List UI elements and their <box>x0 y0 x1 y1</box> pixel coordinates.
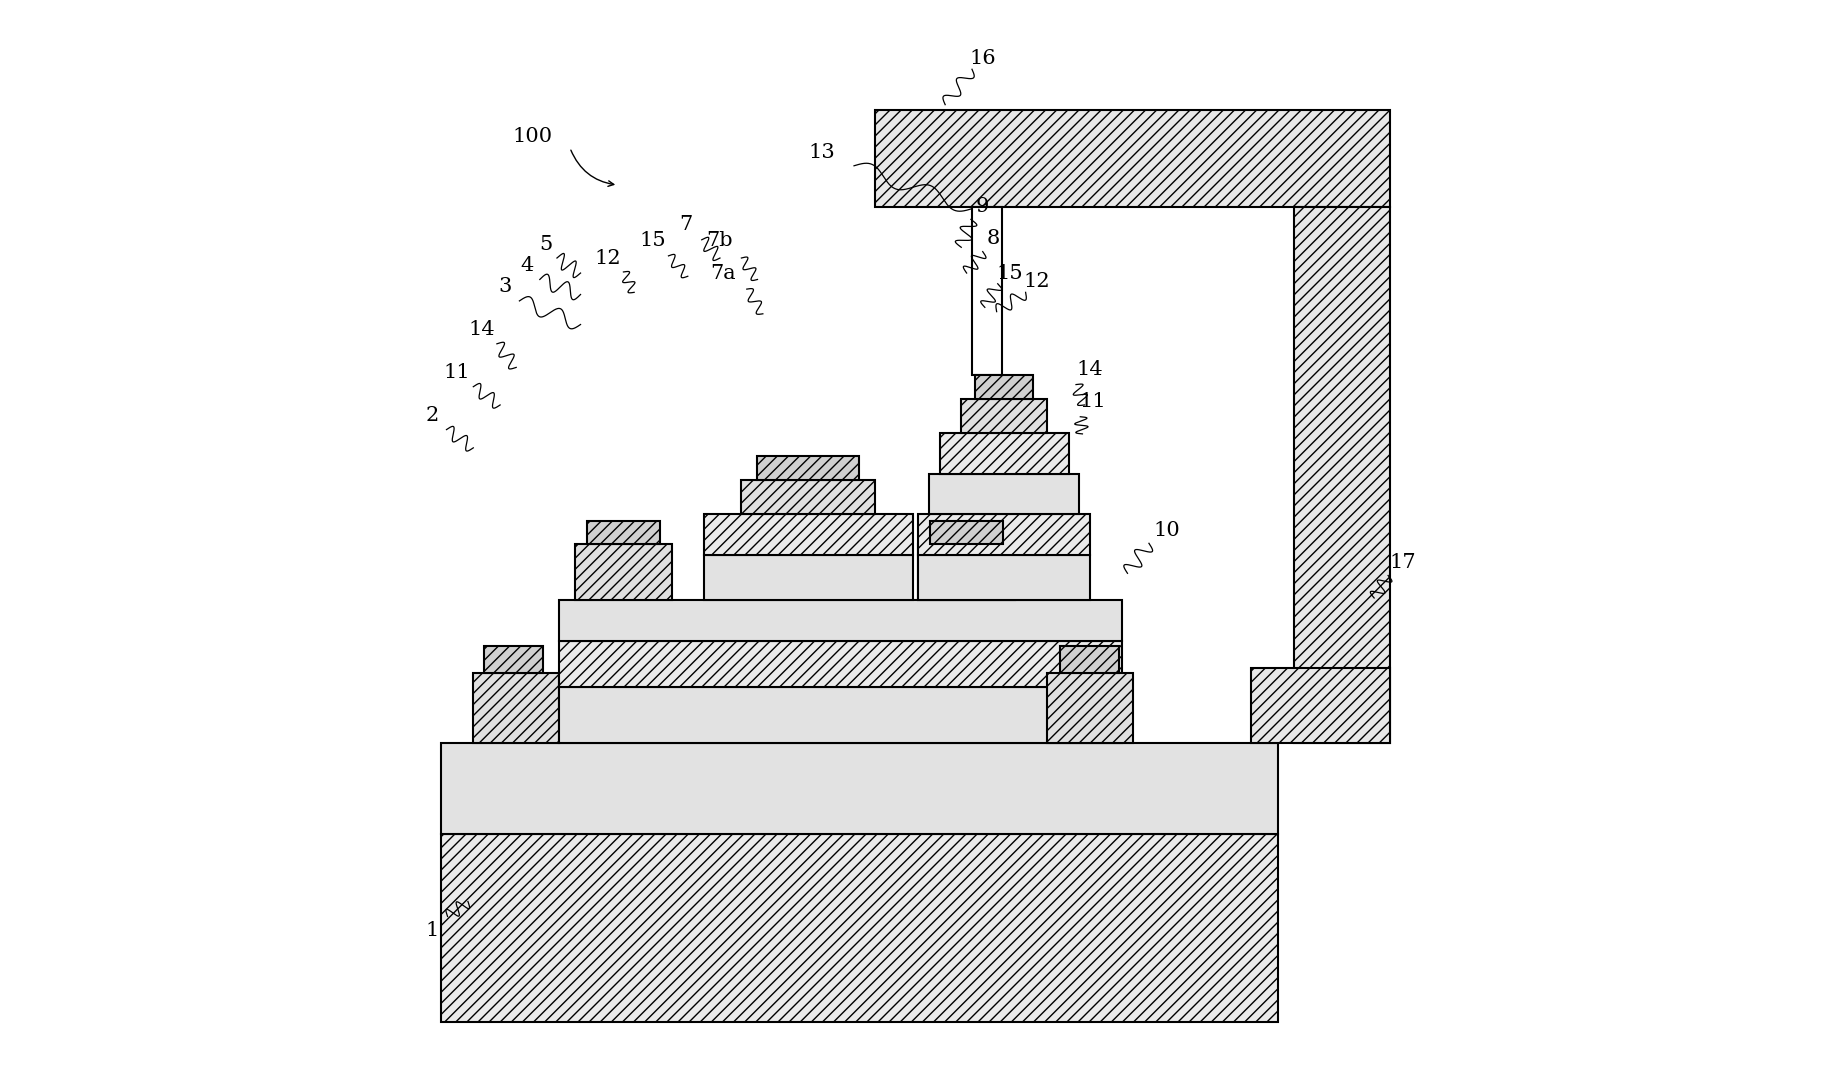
Text: 12: 12 <box>593 249 621 267</box>
Text: 7a: 7a <box>710 263 736 282</box>
Bar <box>940 433 1068 473</box>
Text: 14: 14 <box>469 320 495 340</box>
Bar <box>960 399 1046 433</box>
Text: 3: 3 <box>498 277 511 296</box>
Bar <box>484 646 542 673</box>
Text: 16: 16 <box>970 49 995 68</box>
Bar <box>918 544 1015 600</box>
Text: 4: 4 <box>520 257 533 275</box>
Text: 1: 1 <box>425 921 440 940</box>
Bar <box>1293 207 1390 743</box>
Bar <box>703 555 913 600</box>
Bar <box>875 110 1390 207</box>
Text: 2: 2 <box>425 406 440 425</box>
Bar <box>918 555 1090 600</box>
Text: 7: 7 <box>679 216 692 234</box>
Bar <box>971 207 1002 375</box>
Bar <box>703 514 913 555</box>
Text: 12: 12 <box>1023 272 1050 291</box>
Text: 13: 13 <box>809 143 834 163</box>
Bar <box>918 514 1090 555</box>
Text: 14: 14 <box>1077 360 1103 379</box>
Text: 15: 15 <box>639 232 666 250</box>
Text: 10: 10 <box>1154 521 1181 540</box>
Bar <box>1046 673 1132 743</box>
Bar <box>929 473 1079 514</box>
Text: 5: 5 <box>540 235 553 253</box>
Bar <box>473 673 559 743</box>
Bar <box>442 743 1278 834</box>
Text: 17: 17 <box>1390 553 1417 572</box>
Text: 15: 15 <box>997 263 1023 282</box>
Bar <box>575 544 672 600</box>
Bar <box>442 834 1278 1022</box>
Text: 100: 100 <box>513 127 551 147</box>
Text: 11: 11 <box>444 363 471 383</box>
Text: 11: 11 <box>1079 392 1107 411</box>
Bar <box>1059 646 1119 673</box>
Bar <box>741 480 875 514</box>
Bar <box>586 521 659 544</box>
Bar <box>758 456 860 480</box>
Text: 7b: 7b <box>707 232 734 250</box>
Text: 9: 9 <box>977 197 990 216</box>
Bar <box>929 521 1002 544</box>
Bar <box>559 641 1123 687</box>
Bar <box>559 687 1123 743</box>
Bar <box>1251 667 1390 743</box>
Text: 8: 8 <box>986 230 1001 248</box>
Bar <box>559 600 1123 641</box>
Bar <box>975 375 1034 399</box>
